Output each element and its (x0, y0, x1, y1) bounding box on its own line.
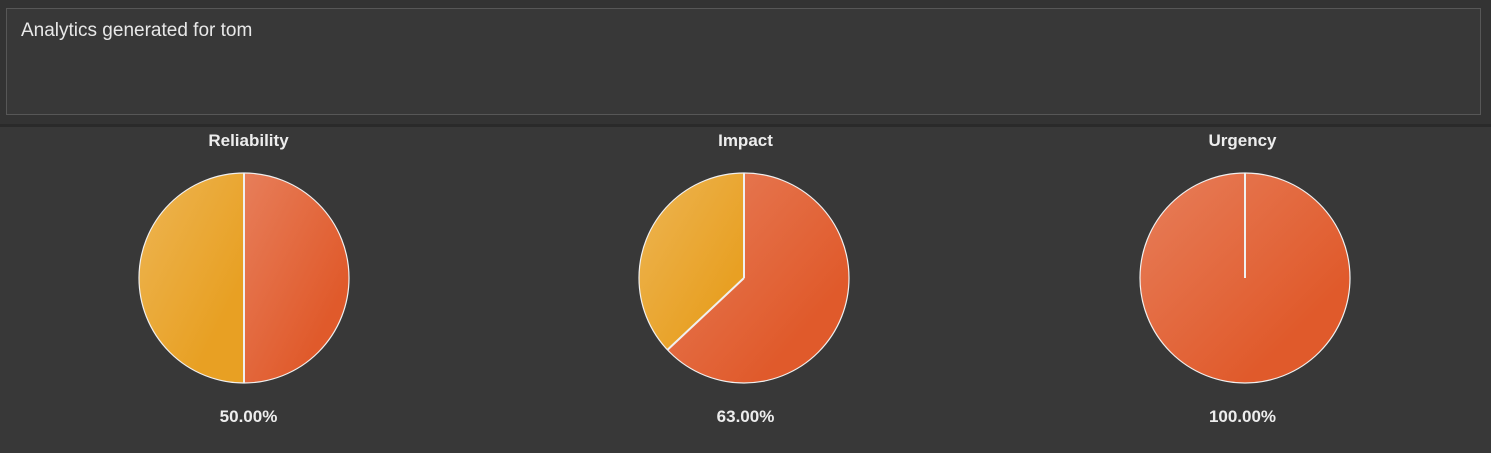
impact-pie (638, 172, 850, 384)
pie-slice-0 (244, 173, 349, 383)
impact-chart-title: Impact (718, 131, 773, 150)
pie-slice-0 (667, 173, 849, 383)
report-panel: Analytics generated for tom (0, 0, 1491, 124)
pie-separator-1 (666, 277, 745, 351)
urgency-chart-value: 100.00% (1208, 407, 1277, 426)
report-text: Analytics generated for tom (21, 20, 253, 41)
panel-divider (0, 124, 1491, 127)
urgency-pie (1139, 172, 1351, 384)
impact-chart-value: 63.00% (716, 407, 775, 426)
urgency-chart: Urgency 100.00% (994, 127, 1491, 453)
reliability-chart-value: 50.00% (219, 407, 278, 426)
pie-slice-1 (139, 173, 244, 383)
urgency-chart-title: Urgency (1208, 131, 1277, 150)
reliability-pie (138, 172, 350, 384)
report-text-area[interactable]: Analytics generated for tom (6, 8, 1481, 115)
pie-slice-1 (639, 173, 744, 350)
reliability-chart: Reliability 50.00% (0, 127, 497, 453)
impact-chart: Impact 63.00% (497, 127, 994, 453)
reliability-chart-title: Reliability (208, 131, 289, 150)
